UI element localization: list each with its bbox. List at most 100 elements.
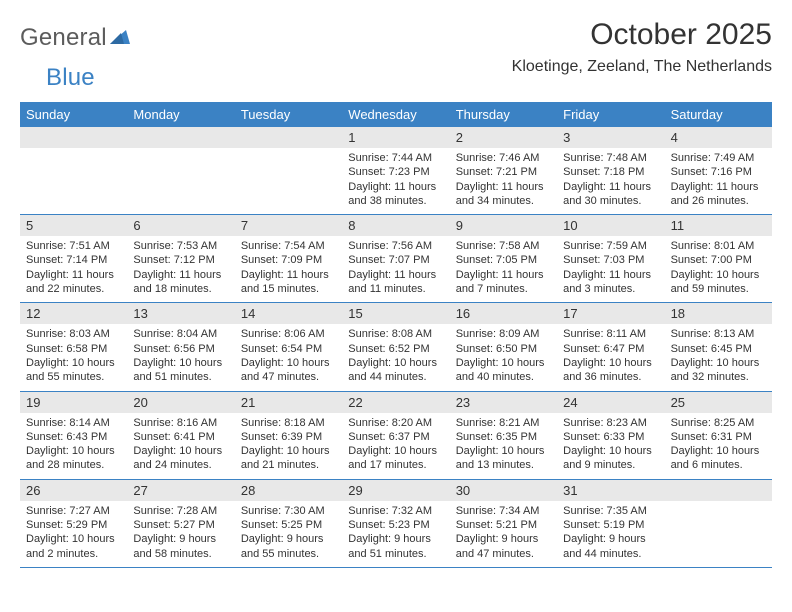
week-row: 1234Sunrise: 7:44 AMSunset: 7:23 PMDayli…	[20, 127, 772, 215]
sunset-text: Sunset: 6:56 PM	[133, 342, 228, 356]
daylight-text: Daylight: 11 hours and 34 minutes.	[456, 180, 551, 209]
sunrise-text: Sunrise: 7:35 AM	[563, 504, 658, 518]
day-cell: Sunrise: 8:01 AMSunset: 7:00 PMDaylight:…	[665, 236, 772, 302]
daylight-text: Daylight: 11 hours and 30 minutes.	[563, 180, 658, 209]
sunrise-text: Sunrise: 8:11 AM	[563, 327, 658, 341]
day-cell: Sunrise: 8:23 AMSunset: 6:33 PMDaylight:…	[557, 413, 664, 479]
triangle-icon	[110, 28, 130, 49]
daylight-text: Daylight: 10 hours and 17 minutes.	[348, 444, 443, 473]
sunset-text: Sunset: 6:33 PM	[563, 430, 658, 444]
day-number: 10	[557, 215, 664, 236]
day-cell: Sunrise: 7:59 AMSunset: 7:03 PMDaylight:…	[557, 236, 664, 302]
sunrise-text: Sunrise: 7:54 AM	[241, 239, 336, 253]
sunset-text: Sunset: 7:23 PM	[348, 165, 443, 179]
sunrise-text: Sunrise: 7:49 AM	[671, 151, 766, 165]
dow-thursday: Thursday	[450, 102, 557, 127]
week-row: 262728293031Sunrise: 7:27 AMSunset: 5:29…	[20, 480, 772, 568]
daybody-row: Sunrise: 7:44 AMSunset: 7:23 PM Daylight:…	[20, 148, 772, 214]
sunset-text: Sunset: 6:58 PM	[26, 342, 121, 356]
day-number: 2	[450, 127, 557, 148]
day-number: 17	[557, 303, 664, 324]
day-cell: Sunrise: 8:25 AMSunset: 6:31 PMDaylight:…	[665, 413, 772, 479]
day-cell: Sunrise: 8:09 AMSunset: 6:50 PMDaylight:…	[450, 324, 557, 390]
day-cell: Sunrise: 7:44 AMSunset: 7:23 PMDaylight:…	[342, 148, 449, 214]
sunset-text: Sunset: 7:16 PM	[671, 165, 766, 179]
sunset-text: Sunset: 6:35 PM	[456, 430, 551, 444]
daylight-text: Daylight: 10 hours and 21 minutes.	[241, 444, 336, 473]
sunset-text: Sunset: 7:00 PM	[671, 253, 766, 267]
sunset-text: Sunset: 7:07 PM	[348, 253, 443, 267]
daylight-text: Daylight: 10 hours and 32 minutes.	[671, 356, 766, 385]
sunrise-text: Sunrise: 8:14 AM	[26, 416, 121, 430]
daylight-text: Daylight: 11 hours and 26 minutes.	[671, 180, 766, 209]
day-cell: Sunrise: 7:30 AMSunset: 5:25 PMDaylight:…	[235, 501, 342, 567]
day-cell: Sunrise: 7:27 AMSunset: 5:29 PMDaylight:…	[20, 501, 127, 567]
location: Kloetinge, Zeeland, The Netherlands	[512, 58, 772, 76]
day-number: 22	[342, 392, 449, 413]
day-cell: Sunrise: 8:04 AMSunset: 6:56 PMDaylight:…	[127, 324, 234, 390]
day-cell: Sunrise: 7:28 AMSunset: 5:27 PMDaylight:…	[127, 501, 234, 567]
daynum-row: 262728293031	[20, 480, 772, 501]
sunset-text: Sunset: 7:21 PM	[456, 165, 551, 179]
day-number: 15	[342, 303, 449, 324]
day-number: 11	[665, 215, 772, 236]
day-cell: Sunrise: 7:54 AMSunset: 7:09 PMDaylight:…	[235, 236, 342, 302]
week-row: 567891011Sunrise: 7:51 AMSunset: 7:14 PM…	[20, 215, 772, 303]
sunrise-text: Sunrise: 8:16 AM	[133, 416, 228, 430]
sunrise-text: Sunrise: 7:44 AM	[348, 151, 443, 165]
daylight-text: Daylight: 10 hours and 44 minutes.	[348, 356, 443, 385]
day-cell: Sunrise: 8:08 AMSunset: 6:52 PMDaylight:…	[342, 324, 449, 390]
day-cell: Sunrise: 7:35 AMSunset: 5:19 PMDaylight:…	[557, 501, 664, 567]
sunset-text: Sunset: 7:18 PM	[563, 165, 658, 179]
logo: General	[20, 24, 132, 52]
daybody-row: Sunrise: 7:51 AMSunset: 7:14 PMDaylight:…	[20, 236, 772, 302]
day-number	[20, 127, 127, 148]
day-number: 31	[557, 480, 664, 501]
day-cell: Sunrise: 8:11 AMSunset: 6:47 PMDaylight:…	[557, 324, 664, 390]
day-number	[235, 127, 342, 148]
calendar-grid: Sunday Monday Tuesday Wednesday Thursday…	[20, 102, 772, 568]
dow-monday: Monday	[127, 102, 234, 127]
sunset-text: Sunset: 6:50 PM	[456, 342, 551, 356]
daylight-text: Daylight: 10 hours and 28 minutes.	[26, 444, 121, 473]
day-cell: Sunrise: 8:16 AMSunset: 6:41 PMDaylight:…	[127, 413, 234, 479]
sunset-text: Sunset: 5:23 PM	[348, 518, 443, 532]
logo-text-blue: Blue	[46, 64, 95, 91]
day-cell: Sunrise: 8:21 AMSunset: 6:35 PMDaylight:…	[450, 413, 557, 479]
day-cell: Sunrise: 8:03 AMSunset: 6:58 PMDaylight:…	[20, 324, 127, 390]
sunset-text: Sunset: 6:45 PM	[671, 342, 766, 356]
dow-friday: Friday	[557, 102, 664, 127]
sunrise-text: Sunrise: 7:48 AM	[563, 151, 658, 165]
day-cell: Sunrise: 7:51 AMSunset: 7:14 PMDaylight:…	[20, 236, 127, 302]
day-number: 18	[665, 303, 772, 324]
sunrise-text: Sunrise: 7:58 AM	[456, 239, 551, 253]
sunset-text: Sunset: 7:03 PM	[563, 253, 658, 267]
dow-sunday: Sunday	[20, 102, 127, 127]
daybody-row: Sunrise: 7:27 AMSunset: 5:29 PMDaylight:…	[20, 501, 772, 567]
day-number: 20	[127, 392, 234, 413]
sunset-text: Sunset: 6:39 PM	[241, 430, 336, 444]
day-number	[127, 127, 234, 148]
daylight-text: Daylight: 10 hours and 59 minutes.	[671, 268, 766, 297]
calendar-page: General October 2025 Kloetinge, Zeeland,…	[0, 0, 792, 568]
day-cell: Sunrise: 8:13 AMSunset: 6:45 PMDaylight:…	[665, 324, 772, 390]
sunrise-text: Sunrise: 7:34 AM	[456, 504, 551, 518]
day-number: 6	[127, 215, 234, 236]
day-number: 16	[450, 303, 557, 324]
day-cell: Sunrise: 8:06 AMSunset: 6:54 PMDaylight:…	[235, 324, 342, 390]
sunrise-text: Sunrise: 7:27 AM	[26, 504, 121, 518]
sunrise-text: Sunrise: 8:23 AM	[563, 416, 658, 430]
month-title: October 2025	[512, 18, 772, 52]
sunrise-text: Sunrise: 7:59 AM	[563, 239, 658, 253]
daylight-text: Daylight: 9 hours and 47 minutes.	[456, 532, 551, 561]
day-cell: Sunrise: 7:56 AMSunset: 7:07 PMDaylight:…	[342, 236, 449, 302]
sunset-text: Sunset: 6:37 PM	[348, 430, 443, 444]
sunrise-text: Sunrise: 8:21 AM	[456, 416, 551, 430]
day-cell: Sunrise: 7:49 AMSunset: 7:16 PMDaylight:…	[665, 148, 772, 214]
daylight-text: Daylight: 11 hours and 11 minutes.	[348, 268, 443, 297]
day-of-week-header: Sunday Monday Tuesday Wednesday Thursday…	[20, 102, 772, 127]
daylight-text: Daylight: 11 hours and 3 minutes.	[563, 268, 658, 297]
day-number: 5	[20, 215, 127, 236]
day-number: 21	[235, 392, 342, 413]
sunrise-text: Sunrise: 7:28 AM	[133, 504, 228, 518]
